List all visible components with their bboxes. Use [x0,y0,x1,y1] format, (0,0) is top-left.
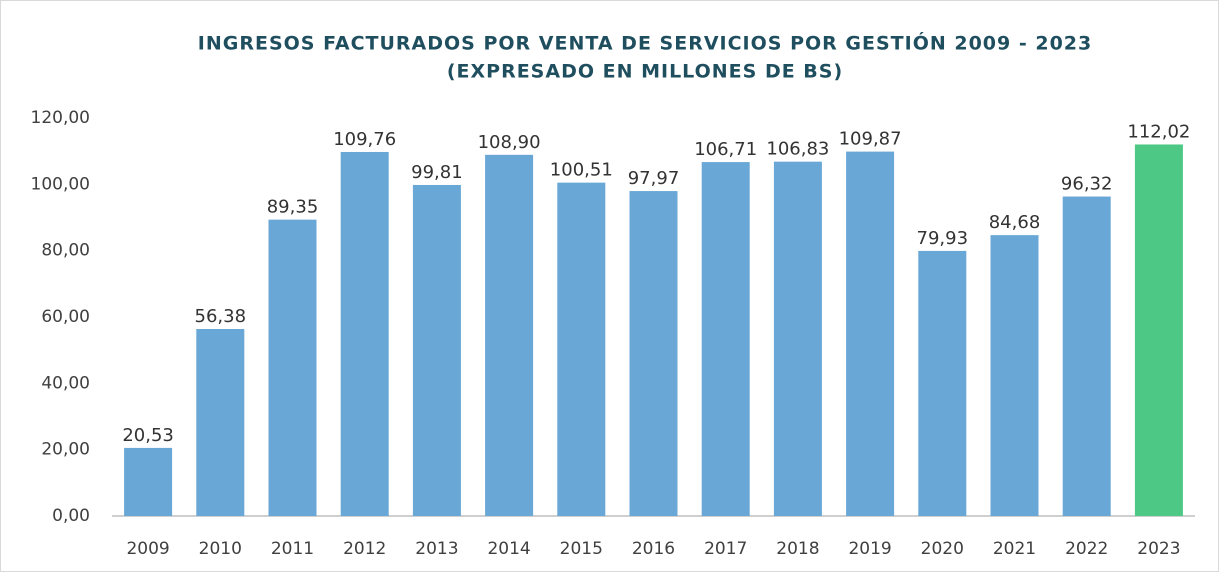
value-label: 106,71 [694,139,757,160]
value-label: 109,87 [839,129,902,150]
value-label: 108,90 [478,132,541,153]
bar [412,184,461,516]
value-label: 89,35 [267,197,319,218]
bar [701,162,750,517]
value-label: 99,81 [411,162,463,183]
y-tick-label: 80,00 [41,241,90,261]
bar [196,329,245,516]
x-tick-label: 2023 [1137,539,1180,559]
value-label: 112,02 [1127,121,1190,142]
bar [124,447,173,516]
bar [846,151,895,516]
x-tick-label: 2016 [632,539,675,559]
bar [485,154,534,516]
x-tick-label: 2017 [704,539,747,559]
bar [340,151,389,517]
bar [990,235,1039,517]
y-tick-label: 40,00 [41,373,90,393]
bar [268,219,317,517]
bar [629,191,678,516]
x-tick-label: 2009 [126,539,169,559]
value-label: 106,83 [766,139,829,160]
x-tick-label: 2012 [343,539,386,559]
x-tick-label: 2020 [921,539,964,559]
y-tick-label: 100,00 [31,174,90,194]
x-tick-label: 2018 [776,539,819,559]
value-label: 56,38 [195,306,247,327]
value-label: 96,32 [1061,174,1113,195]
value-label: 84,68 [989,212,1041,233]
value-label: 100,51 [550,160,613,181]
bar [1134,144,1183,517]
chart-subtitle: (EXPRESADO EN MILLONES DE BS) [447,61,843,83]
value-label: 97,97 [628,168,680,189]
bar [773,161,822,517]
value-label: 79,93 [917,228,969,249]
x-tick-label: 2011 [271,539,314,559]
y-tick-label: 20,00 [41,440,90,460]
x-tick-label: 2022 [1065,539,1108,559]
y-tick-label: 60,00 [41,307,90,327]
bar [1062,196,1111,516]
x-tick-label: 2010 [199,539,242,559]
x-tick-label: 2019 [848,539,891,559]
x-tick-label: 2014 [487,539,530,559]
x-tick-label: 2021 [993,539,1036,559]
value-label: 109,76 [333,129,396,150]
x-tick-label: 2013 [415,539,458,559]
bar [557,182,606,516]
value-label: 20,53 [122,425,174,446]
chart-title: INGRESOS FACTURADOS POR VENTA DE SERVICI… [198,31,1092,55]
bar [918,250,967,516]
y-tick-label: 120,00 [31,108,90,128]
y-tick-label: 0,00 [52,506,90,526]
x-tick-label: 2015 [560,539,603,559]
